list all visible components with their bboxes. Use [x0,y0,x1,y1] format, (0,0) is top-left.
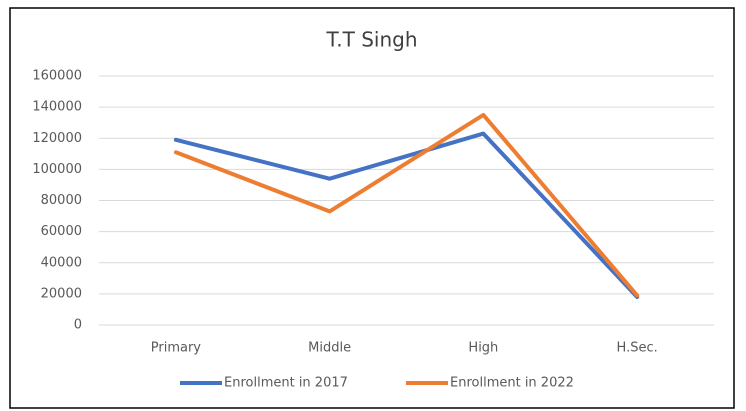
y-tick-label: 80000 [41,193,82,208]
y-tick-label: 20000 [41,286,82,301]
y-tick-label: 60000 [41,224,82,239]
y-tick-label: 0 [74,318,82,333]
y-tick-label: 160000 [32,69,82,84]
line-series [173,112,640,298]
chart-title: T.T Singh [325,28,417,52]
x-tick-label: Primary [151,341,202,356]
y-tick-label: 40000 [41,255,82,270]
line-series [173,131,640,299]
x-tick-label: Middle [308,341,351,356]
x-tick-label: High [468,341,498,356]
y-tick-label: 140000 [32,100,82,115]
y-tick-label: 120000 [32,131,82,146]
y-tick-label: 100000 [32,162,82,177]
x-tick-label: H.Sec. [617,341,658,356]
legend-label: Enrollment in 2022 [450,376,574,391]
chart-border [9,7,735,409]
legend-label: Enrollment in 2017 [224,376,348,391]
